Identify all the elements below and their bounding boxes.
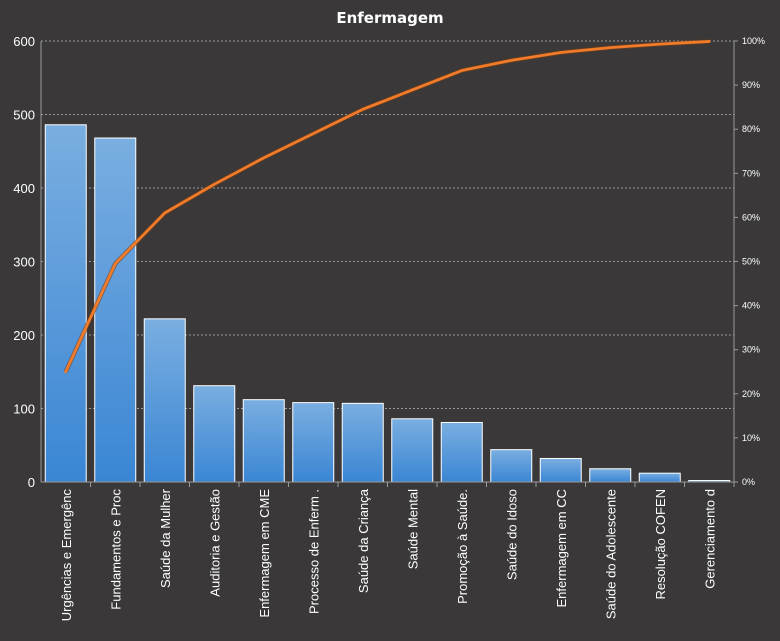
y2-tick-label: 40% (742, 301, 760, 311)
x-tick-label: Promoção à Saúde. (455, 489, 470, 604)
bar (143, 318, 186, 483)
chart-title: Enfermagem (336, 9, 443, 27)
bar (539, 457, 582, 483)
bar (242, 399, 285, 483)
bar (44, 124, 87, 483)
bar (490, 449, 533, 483)
y2-tick-label: 20% (742, 389, 760, 399)
y2-tick-label: 50% (742, 257, 760, 267)
bar (391, 418, 434, 483)
axes (40, 40, 738, 487)
cumulative-line-path (64, 40, 711, 374)
bar (193, 385, 236, 483)
bar (589, 468, 632, 483)
y2-tick-label: 0% (742, 477, 755, 487)
x-tick-label: Auditoria e Gestão (207, 489, 222, 597)
bar (341, 402, 384, 483)
y-tick-label: 200 (13, 328, 35, 343)
bars (44, 124, 731, 483)
x-tick-label: Saúde Mental (405, 489, 420, 569)
x-tick-label: Enfermagem em CME (257, 489, 272, 618)
bar (292, 402, 335, 483)
tick-labels: 0 100 200 300 400 500 600 0% 10% 20% 30% 40% 50% 60% 7… (13, 34, 765, 621)
y-tick-label: 500 (13, 108, 35, 123)
bar (638, 472, 681, 483)
x-tick-label: Saúde da Criança (356, 488, 371, 593)
x-tick-label: Processo de Enferm . (306, 489, 321, 614)
x-tick-label: Saúde do Adolescente (603, 489, 618, 619)
y-tick-label: 300 (13, 255, 35, 270)
y-tick-label: 400 (13, 181, 35, 196)
gridlines (41, 40, 734, 409)
x-tick-label: Gerenciamento d (702, 489, 717, 589)
y2-tick-label: 60% (742, 212, 760, 222)
x-tick-label: Resolução COFEN (653, 489, 668, 600)
x-tick-label: Saúde do Idoso (504, 489, 519, 580)
y2-tick-label: 70% (742, 168, 760, 178)
x-tick-label: Enfermagem em CC (554, 489, 569, 607)
y2-tick-label: 30% (742, 345, 760, 355)
y2-tick-label: 100% (742, 36, 765, 46)
cumulative-line (63, 39, 711, 374)
bar (94, 137, 137, 483)
y2-tick-label: 90% (742, 80, 760, 90)
y2-tick-label: 80% (742, 124, 760, 134)
y-tick-label: 100 (13, 402, 35, 417)
y2-tick-label: 10% (742, 433, 760, 443)
y-tick-label: 0 (28, 475, 35, 490)
x-tick-label: Saúde da Mulher (158, 488, 173, 588)
x-tick-label: Urgências e Emergênc (59, 489, 74, 622)
x-tick-label: Fundamentos e Proc (108, 489, 123, 610)
y-tick-label: 600 (13, 34, 35, 49)
bar (440, 421, 483, 483)
